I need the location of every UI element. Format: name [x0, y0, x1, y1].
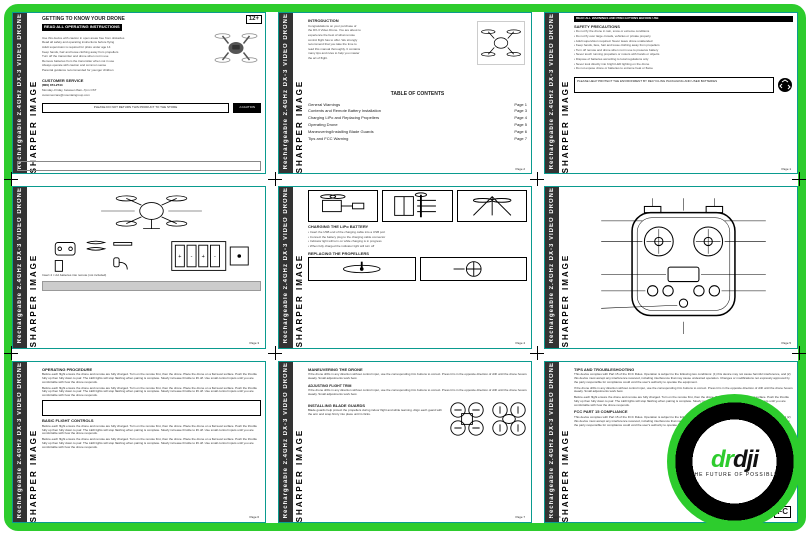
tips-para-1: This device complies with Part 15 of the…	[574, 373, 793, 384]
page-number: Page 1	[781, 168, 791, 172]
list-item: Tips and FCC WarningPage 7	[308, 137, 527, 142]
list-item: • Dispose of batteries according to loca…	[574, 58, 793, 62]
list-item: customercare@mountaingroup.com	[42, 94, 261, 98]
manual-page-7: Rechargeable 2.4GHz DX-3 VIDEO DRONE SHA…	[12, 361, 266, 523]
brand-label: SHARPER IMAGE	[295, 362, 304, 522]
brand-label: SHARPER IMAGE	[561, 13, 570, 173]
operating-para: Before each flight ensure the drone and …	[42, 373, 261, 384]
list-item: Maneuvering/Installing Blade GuardsPage …	[308, 130, 527, 135]
title-bar: Rechargeable 2.4GHz DX-3 VIDEO DRONE	[13, 187, 27, 347]
list-item: General WarningsPage 1	[308, 103, 527, 108]
bottom-strip	[38, 161, 261, 171]
page-number: Page 7	[515, 516, 525, 520]
list-item: Charging LiPo and Replacing PropellersPa…	[308, 116, 527, 121]
warnings-bar: READ ALL WARNINGS AND PRECAUTIONS BEFORE…	[574, 16, 793, 22]
title-bar: Rechargeable 2.4GHz DX-3 VIDEO DRONE	[545, 187, 559, 347]
customer-service-heading: CUSTOMER SERVICE	[42, 79, 261, 84]
list-item: • When fully charged the indicator light…	[308, 245, 527, 249]
blade-guard-diagram-2	[491, 401, 527, 437]
list-item: Parental guidance recommended for younge…	[42, 69, 261, 73]
svg-text:-: -	[190, 254, 192, 260]
watermark-logo: drdji THE FUTURE OF POSSIBLE	[667, 394, 802, 529]
list-item: Monday–Friday, between 8am–7pm CST	[42, 89, 261, 93]
trim-para: If the drone drifts in any direction wit…	[308, 373, 527, 381]
brand-label: SHARPER IMAGE	[29, 13, 38, 173]
manual-page-6: Rechargeable 2.4GHz DX-3 VIDEO DRONE SHA…	[544, 186, 798, 348]
title-bar: Rechargeable 2.4GHz DX-3 VIDEO DRONE	[279, 362, 293, 522]
brand-label: SHARPER IMAGE	[561, 362, 570, 522]
remote-control-diagram	[574, 190, 793, 344]
brand-label: SHARPER IMAGE	[295, 13, 304, 173]
controls-para: Before each flight ensure the drone and …	[42, 425, 261, 436]
recycle-box: PLEASE HELP PROTECT THE ENVIRONMENT BY R…	[574, 77, 774, 93]
controls-para-2: Before each flight ensure the drone and …	[42, 438, 261, 449]
drone-illustration	[477, 21, 525, 65]
page-number: Page 5	[781, 342, 791, 346]
manual-page-2: Rechargeable 2.4GHz DX-3 VIDEO DRONE SHA…	[278, 12, 532, 174]
battery-note: Insert 4 × AA batteries into remote (not…	[42, 274, 261, 278]
title-bar: Rechargeable 2.4GHz DX-3 VIDEO DRONE	[13, 362, 27, 522]
manual-page-3: Rechargeable 2.4GHz DX-3 VIDEO DRONE SHA…	[544, 12, 798, 174]
title-bar: Rechargeable 2.4GHz DX-3 VIDEO DRONE	[13, 13, 27, 173]
svg-text:-: -	[214, 254, 216, 260]
package-contents-diagram	[42, 238, 150, 274]
manual-page-8: Rechargeable 2.4GHz DX-3 VIDEO DRONE SHA…	[278, 361, 532, 523]
svg-text:+: +	[178, 254, 181, 260]
title-bar: Rechargeable 2.4GHz DX-3 VIDEO DRONE	[279, 13, 293, 173]
guard-para: Blade guards help protect the propellers…	[308, 409, 443, 417]
warning-strip	[42, 281, 261, 291]
age-rating: 12+	[246, 15, 262, 24]
charging-diagram-3	[457, 190, 527, 222]
manual-page-4: Rechargeable 2.4GHz DX-3 VIDEO DRONE SHA…	[12, 186, 266, 348]
drone-thumbnail	[213, 27, 259, 69]
list-item: Operating DronePage 5	[308, 123, 527, 128]
return-notice-box: PLEASE DO NOT RETURN THIS PRODUCT TO THE…	[42, 103, 229, 113]
propeller-heading: REPLACING THE PROPELLERS	[308, 252, 527, 257]
brand-label: SHARPER IMAGE	[29, 187, 38, 347]
brand-label: SHARPER IMAGE	[561, 187, 570, 347]
brand-label: SHARPER IMAGE	[29, 362, 38, 522]
page-number: Page 6	[249, 516, 259, 520]
operating-para-2: Before each flight ensure the drone and …	[42, 387, 261, 398]
list-item: Contents and Remote Battery Installation…	[308, 109, 527, 114]
page-number: Page 4	[515, 342, 525, 346]
charging-diagram-1	[308, 190, 378, 222]
list-item: • Do not expose drone or batteries to ex…	[574, 67, 793, 71]
propeller-diagram-2	[420, 257, 528, 281]
p1-title: GETTING TO KNOW YOUR DRONE	[42, 16, 261, 22]
title-bar: Rechargeable 2.4GHz DX-3 VIDEO DRONE	[545, 13, 559, 173]
propeller-diagram-1	[308, 257, 416, 281]
svg-text:+: +	[201, 254, 204, 260]
sync-box	[42, 400, 261, 416]
blade-guard-diagram-1	[449, 401, 485, 437]
manual-page-1: Rechargeable 2.4GHz DX-3 VIDEO DRONE SHA…	[12, 12, 266, 174]
brand-label: SHARPER IMAGE	[295, 187, 304, 347]
page-number: Page 3	[249, 342, 259, 346]
drone-components-diagram	[42, 190, 261, 232]
list-item: the art of flight.	[308, 57, 428, 61]
trim-para-2: If the drone drifts in any direction wit…	[308, 389, 527, 397]
caution-badge: ⚠ CAUTION	[233, 103, 261, 113]
toc-heading: TABLE OF CONTENTS	[308, 91, 527, 97]
recycle-icon	[777, 77, 793, 93]
battery-install-diagram: + - + -	[154, 238, 262, 274]
charging-diagram-2	[382, 190, 452, 222]
title-bar: Rechargeable 2.4GHz DX-3 VIDEO DRONE	[545, 362, 559, 522]
read-instructions-bar: READ ALL OPERATING INSTRUCTIONS	[42, 24, 122, 31]
title-bar: Rechargeable 2.4GHz DX-3 VIDEO DRONE	[279, 187, 293, 347]
page-number: Page 2	[515, 168, 525, 172]
manual-page-5: Rechargeable 2.4GHz DX-3 VIDEO DRONE SHA…	[278, 186, 532, 348]
